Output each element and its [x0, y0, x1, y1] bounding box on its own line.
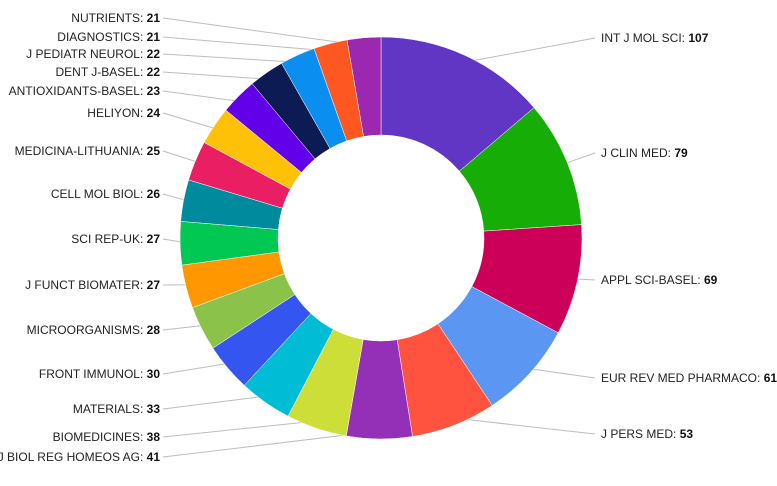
slice-label-medicina-lithuania: MEDICINA-LITHUANIA: 25	[15, 144, 161, 158]
donut-slices	[179, 36, 583, 440]
slice-label-name: J PERS MED:	[601, 427, 680, 441]
slice-label-nutrients: NUTRIENTS: 21	[71, 11, 160, 25]
slice-labels: INT J MOL SCI: 107 J CLIN MED: 79 APPL SCI…	[0, 11, 777, 464]
leader-line-j-pediatr-neurol	[162, 53, 301, 63]
leader-line-eur-rev-med-pharmaco	[523, 367, 596, 379]
slice-label-appl-sci-basel: APPL SCI-BASEL: 69	[601, 273, 718, 287]
leader-line-nutrients	[162, 17, 365, 47]
slice-label-j-clin-med: J CLIN MED: 79	[601, 146, 688, 160]
leader-line-front-immunol	[162, 362, 234, 375]
slice-label-name: NUTRIENTS:	[71, 11, 146, 25]
leader-line-dent-j-basel	[162, 71, 272, 80]
slice-label-value: 79	[674, 146, 688, 160]
slice-label-value: 27	[147, 278, 161, 292]
slice-label-value: 30	[147, 367, 161, 381]
slice-label-value: 25	[147, 144, 161, 158]
slice-label-name: J CLIN MED:	[601, 146, 674, 160]
slice-label-value: 22	[147, 47, 161, 61]
leader-line-antioxidants-basel	[162, 90, 245, 103]
slice-label-name: BIOMEDICINES:	[53, 430, 147, 444]
slice-label-heliyon: HELIYON: 24	[87, 106, 160, 120]
leader-line-int-j-mol-sci	[461, 37, 596, 64]
leader-line-biomedicines	[162, 420, 319, 438]
slice-label-value: 28	[147, 323, 161, 337]
slice-label-j-pers-med: J PERS MED: 53	[601, 427, 693, 441]
slice-label-value: 27	[147, 232, 161, 246]
slice-label-name: DENT J-BASEL:	[56, 65, 147, 79]
slice-label-value: 24	[147, 106, 161, 120]
slice-label-dent-j-basel: DENT J-BASEL: 22	[56, 65, 161, 79]
slice-label-name: MEDICINA-LITHUANIA:	[15, 144, 147, 158]
slice-label-j-biol-reg-homeos-ag: J BIOL REG HOMEOS AG: 41	[0, 450, 160, 464]
slice-label-value: 61	[764, 371, 777, 385]
slice-label-value: 38	[147, 430, 161, 444]
leader-line-j-pers-med	[451, 417, 596, 435]
slice-label-value: 53	[680, 427, 694, 441]
slice-label-value: 41	[147, 450, 161, 464]
slice-label-name: APPL SCI-BASEL:	[601, 273, 704, 287]
slice-label-name: DIAGNOSTICS:	[57, 30, 146, 44]
slice-label-name: J BIOL REG HOMEOS AG:	[0, 450, 147, 464]
slice-label-value: 21	[147, 11, 161, 25]
slice-label-name: SCI REP-UK:	[71, 232, 146, 246]
slice-label-sci-rep-uk: SCI REP-UK: 27	[71, 232, 160, 246]
slice-label-j-pediatr-neurol: J PEDIATR NEUROL: 22	[26, 47, 160, 61]
slice-label-name: J FUNCT BIOMATER:	[25, 278, 147, 292]
slice-label-name: HELIYON:	[87, 106, 146, 120]
leader-line-heliyon	[162, 112, 222, 131]
slice-label-j-funct-biomater: J FUNCT BIOMATER: 27	[25, 278, 160, 292]
slice-label-value: 22	[147, 65, 161, 79]
slice-label-name: EUR REV MED PHARMACO:	[601, 371, 764, 385]
slice-label-microorganisms: MICROORGANISMS: 28	[27, 323, 161, 337]
slice-label-name: ANTIOXIDANTS-BASEL:	[9, 84, 147, 98]
slice-label-value: 23	[147, 84, 161, 98]
slice-label-eur-rev-med-pharmaco: EUR REV MED PHARMACO: 61	[601, 371, 777, 385]
slice-label-name: MATERIALS:	[73, 402, 147, 416]
leader-line-diagnostics	[162, 36, 333, 52]
slice-label-int-j-mol-sci: INT J MOL SCI: 107	[601, 31, 709, 45]
slice-label-name: J PEDIATR NEUROL:	[26, 47, 146, 61]
slice-label-diagnostics: DIAGNOSTICS: 21	[57, 30, 160, 44]
slice-label-front-immunol: FRONT IMMUNOL: 30	[39, 367, 160, 381]
slice-label-antioxidants-basel: ANTIOXIDANTS-BASEL: 23	[9, 84, 161, 98]
slice-label-value: 26	[147, 187, 161, 201]
slice-label-value: 21	[147, 30, 161, 44]
slice-label-name: MICROORGANISMS:	[27, 323, 147, 337]
slice-label-materials: MATERIALS: 33	[73, 402, 160, 416]
slice-label-value: 107	[688, 31, 708, 45]
slice-label-cell-mol-biol: CELL MOL BIOL: 26	[51, 187, 160, 201]
slice-label-value: 69	[704, 273, 718, 287]
slice-label-name: INT J MOL SCI:	[601, 31, 688, 45]
slice-label-biomedicines: BIOMEDICINES: 38	[53, 430, 161, 444]
donut-slice-nutrients	[346, 36, 382, 137]
slice-label-name: CELL MOL BIOL:	[51, 187, 147, 201]
slice-label-value: 33	[147, 402, 161, 416]
slice-label-name: FRONT IMMUNOL:	[39, 367, 147, 381]
leader-line-materials	[162, 395, 270, 410]
